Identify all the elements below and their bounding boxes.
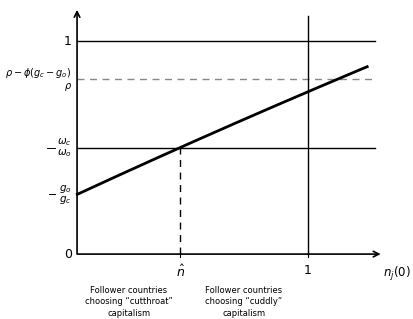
Text: $n_j(0)$: $n_j(0)$ — [382, 265, 410, 283]
Text: $\rho - \phi(g_c - g_o)$
$\rho$: $\rho - \phi(g_c - g_o)$ $\rho$ — [5, 66, 71, 93]
Text: 1: 1 — [303, 264, 311, 277]
Text: 0: 0 — [64, 248, 71, 261]
Text: $\hat{n}$: $\hat{n}$ — [175, 264, 184, 280]
Text: 1: 1 — [64, 35, 71, 48]
Text: $g_o$
$g_c$: $g_o$ $g_c$ — [59, 183, 71, 206]
Text: Follower countries
choosing “cutthroat”
capitalism: Follower countries choosing “cutthroat” … — [85, 286, 172, 317]
Text: $\omega_c$
$\omega_o$: $\omega_c$ $\omega_o$ — [57, 136, 71, 159]
Text: Follower countries
choosing “cuddly”
capitalism: Follower countries choosing “cuddly” cap… — [205, 286, 282, 317]
